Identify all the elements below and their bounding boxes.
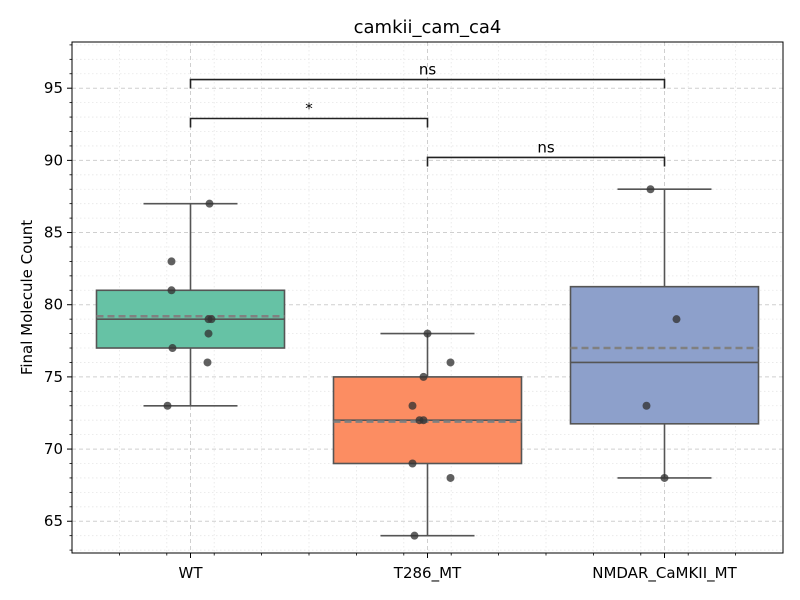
data-point <box>446 473 455 482</box>
data-point <box>204 329 213 338</box>
data-point <box>205 199 214 208</box>
significance-bracket <box>426 156 666 167</box>
box-layer <box>95 188 760 537</box>
y-tick-label: 80 <box>44 296 63 314</box>
axis-layer: 65 70 75 80 85 90 95 WT T286_MT NMDAR_CaMKII_MT <box>44 44 738 583</box>
x-tick-label: WT <box>179 564 204 582</box>
data-point <box>207 315 216 324</box>
significance-layer: ns * ns <box>189 61 666 167</box>
y-tick-label: 65 <box>44 512 63 530</box>
data-point <box>672 315 681 324</box>
x-tick-label: NMDAR_CaMKII_MT <box>592 564 737 583</box>
y-tick-label: 85 <box>44 224 63 242</box>
y-tick-label: 70 <box>44 440 63 458</box>
y-axis-label: Final Molecule Count <box>18 220 36 375</box>
data-point <box>446 358 455 367</box>
data-point <box>167 257 176 266</box>
chart-title: camkii_cam_ca4 <box>354 17 502 38</box>
data-point <box>419 372 428 381</box>
data-point <box>642 401 651 410</box>
significance-bracket <box>189 78 666 89</box>
data-point <box>408 459 417 468</box>
data-point <box>203 358 212 367</box>
data-point <box>423 329 432 338</box>
data-point <box>415 416 424 425</box>
significance-label: ns <box>537 138 555 156</box>
significance-label: * <box>305 100 313 118</box>
y-tick-label: 90 <box>44 151 63 169</box>
data-point <box>168 344 177 353</box>
point-layer <box>163 185 681 540</box>
significance-bracket <box>189 117 429 128</box>
data-point <box>163 401 172 410</box>
data-point <box>408 401 417 410</box>
y-tick-label: 75 <box>44 368 63 386</box>
y-tick-label: 95 <box>44 79 63 97</box>
data-point <box>167 286 176 295</box>
significance-label: ns <box>419 61 437 79</box>
data-point <box>410 531 419 540</box>
data-point <box>646 185 655 194</box>
data-point <box>660 473 669 482</box>
x-tick-label: T286_MT <box>393 564 462 583</box>
box-NMDAR_CaMKII_MT <box>569 285 760 425</box>
